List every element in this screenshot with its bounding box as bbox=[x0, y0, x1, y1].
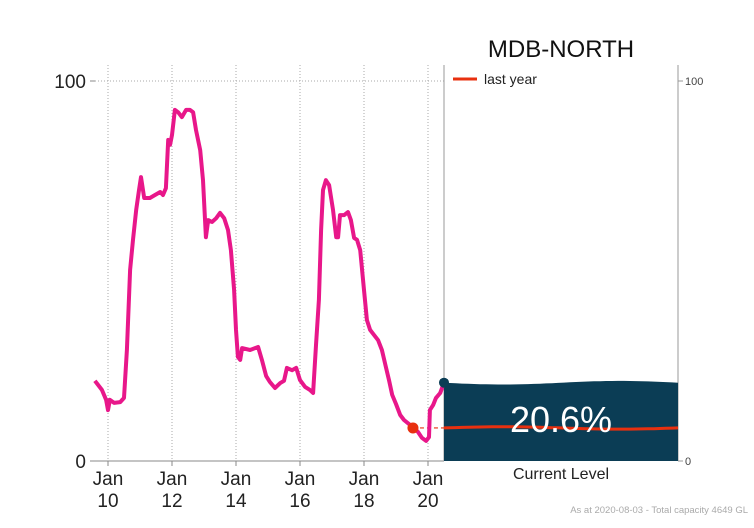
current-level-value: 20.6% bbox=[510, 399, 612, 440]
x-tick-label: Jan bbox=[349, 469, 380, 490]
x-tick-label: Jan bbox=[413, 469, 444, 490]
chart-title: MDB-NORTH bbox=[488, 36, 634, 63]
current-level-fill bbox=[444, 380, 678, 461]
x-tick-label: 10 bbox=[97, 491, 118, 512]
legend-last-year-label: last year bbox=[484, 71, 537, 87]
right-tick-100: 100 bbox=[685, 76, 703, 88]
x-tick-label: Jan bbox=[221, 469, 252, 490]
x-tick-label: 16 bbox=[289, 491, 310, 512]
last-year-level-line bbox=[443, 425, 679, 431]
footnote: As at 2020-08-03 - Total capacity 4649 G… bbox=[570, 505, 748, 516]
right-tick-0: 0 bbox=[685, 456, 691, 468]
y-tick-100: 100 bbox=[54, 72, 86, 93]
storage-series-line bbox=[93, 107, 446, 443]
x-tick-label: 20 bbox=[417, 491, 438, 512]
current-level-marker bbox=[439, 377, 449, 388]
grid bbox=[90, 65, 444, 466]
x-tick-label: Jan bbox=[157, 469, 188, 490]
x-tick-label: 12 bbox=[161, 491, 182, 512]
x-tick-label: Jan bbox=[93, 469, 124, 490]
x-tick-label: 18 bbox=[353, 491, 374, 512]
x-tick-label: 14 bbox=[225, 491, 247, 512]
last-year-marker bbox=[407, 422, 419, 434]
x-tick-label: Jan bbox=[285, 469, 316, 490]
y-tick-0: 0 bbox=[75, 452, 86, 473]
current-level-caption: Current Level bbox=[513, 466, 609, 483]
